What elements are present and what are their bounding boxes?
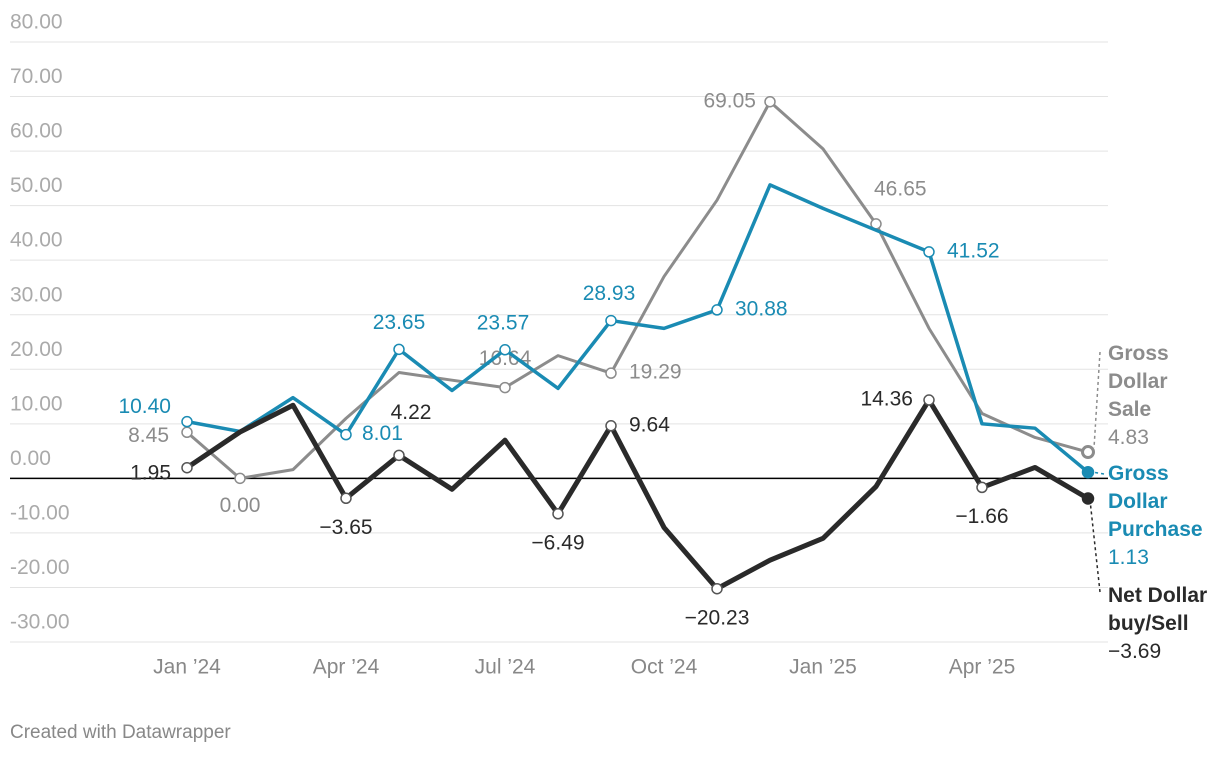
data-label: 30.88 [735, 297, 788, 320]
data-label: 19.29 [629, 361, 682, 384]
data-point [711, 582, 723, 595]
data-point [605, 420, 617, 432]
y-tick-label: -10.00 [10, 501, 70, 524]
data-point [340, 492, 352, 505]
y-tick-label: 30.00 [10, 283, 63, 306]
data-label: −3.65 [319, 516, 372, 539]
footer: Created with Datawrapper [10, 722, 231, 743]
data-point [764, 95, 776, 108]
series-line [185, 397, 1090, 592]
data-label: −6.49 [531, 531, 584, 554]
data-point [1081, 445, 1095, 460]
data-point [1081, 492, 1095, 505]
data-label: 69.05 [703, 89, 756, 112]
data-point [605, 367, 617, 379]
data-point [234, 472, 246, 485]
data-label: 10.40 [118, 395, 171, 418]
data-label: 1.95 [130, 461, 171, 484]
x-tick-label: Oct ’24 [631, 656, 698, 679]
y-tick-label: 20.00 [10, 338, 63, 361]
y-tick-label: 60.00 [10, 120, 63, 143]
data-point [1081, 465, 1095, 479]
data-label: 16.64 [479, 347, 532, 370]
data-point [923, 246, 935, 258]
data-label: 8.01 [362, 422, 403, 445]
end-label: Gross Dollar Sale 4.83 [1108, 340, 1218, 452]
y-tick-label: 50.00 [10, 174, 63, 197]
legend-entry: Gross Dollar Sale [1108, 342, 1169, 421]
y-tick-label: 70.00 [10, 65, 63, 88]
series-line [186, 183, 1090, 474]
y-tick-label: 10.00 [10, 392, 63, 415]
y-tick-label: 0.00 [10, 447, 51, 470]
x-tick-label: Jan ’25 [789, 656, 857, 679]
data-point [605, 314, 617, 327]
data-label: 4.83 [1108, 426, 1149, 449]
data-label: 9.64 [629, 413, 670, 436]
data-label: 4.22 [391, 401, 432, 424]
data-label: 46.65 [874, 177, 927, 200]
connector [1093, 351, 1101, 449]
legend-entry: Net Dollar buy/Sell [1108, 584, 1208, 635]
data-point [499, 344, 511, 356]
data-point [340, 428, 352, 441]
data-label: 28.93 [583, 282, 636, 305]
data-label: 23.57 [477, 311, 530, 334]
y-tick-label: 80.00 [10, 11, 63, 34]
data-label: 8.45 [128, 424, 169, 447]
data-point [976, 481, 988, 494]
data-point [181, 415, 193, 428]
data-label: 14.36 [860, 388, 913, 411]
data-point [393, 343, 405, 356]
legend-entry: Gross Dollar Purchase [1108, 462, 1203, 541]
x-tick-label: Jan ’24 [153, 656, 221, 679]
data-point [393, 449, 405, 462]
data-label: 41.52 [947, 239, 1000, 262]
data-label: −20.23 [685, 606, 750, 629]
data-label: 23.65 [373, 311, 426, 334]
data-point [181, 461, 193, 474]
y-tick-label: -30.00 [10, 611, 70, 634]
y-tick-label: 40.00 [10, 229, 63, 252]
x-tick-label: Apr ’24 [313, 656, 380, 679]
data-label: −3.69 [1108, 640, 1162, 663]
x-tick-label: Apr ’25 [949, 656, 1016, 679]
data-point [499, 381, 511, 394]
end-label: Gross Dollar Purchase 1.13 [1108, 460, 1218, 572]
y-tick-label: -20.00 [10, 556, 70, 579]
data-point [923, 394, 935, 406]
connector [1089, 499, 1101, 593]
data-point [552, 508, 564, 520]
data-label: −1.66 [955, 505, 1008, 528]
end-label: Net Dollar buy/Sell −3.69 [1108, 582, 1218, 666]
data-label: 1.13 [1108, 546, 1149, 569]
data-point [711, 304, 723, 316]
data-label: 0.00 [220, 494, 261, 517]
data-point [181, 426, 193, 439]
x-tick-label: Jul ’24 [475, 656, 536, 679]
connector [1091, 471, 1105, 475]
